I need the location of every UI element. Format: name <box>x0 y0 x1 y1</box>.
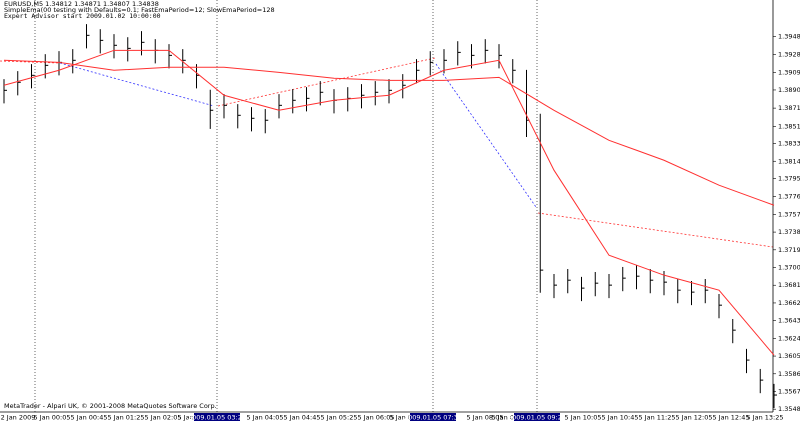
x-tick-label: 5 Jan 10:05 <box>564 414 601 422</box>
x-tick-label: 5 Jan 06:05 <box>357 414 394 422</box>
y-tick-label: 1.38515 <box>778 122 800 130</box>
footer: MetaTrader - Alpari UK, © 2001-2008 Meta… <box>4 402 217 410</box>
x-tick-label: 5 Jan 11:25 <box>638 414 675 422</box>
header-line: Expert Advisor start 2009.01.02 10:00:00 <box>4 12 161 20</box>
y-tick-label: 1.36050 <box>778 352 800 360</box>
y-tick-label: 1.39285 <box>778 51 800 59</box>
y-tick-label: 1.36430 <box>778 317 800 325</box>
x-tick-label: 5 Jan 08:05 <box>466 414 503 422</box>
y-tick-label: 1.36240 <box>778 334 800 342</box>
y-tick-label: 1.36620 <box>778 299 800 307</box>
time-highlight <box>194 413 240 421</box>
y-tick-label: 1.38710 <box>778 104 800 112</box>
x-tick-label: 5 Jan 06:45 <box>389 414 426 422</box>
y-tick-label: 1.38330 <box>778 140 800 148</box>
y-tick-label: 1.38140 <box>778 157 800 165</box>
x-tick-label: 5 Jan 05:25 <box>320 414 357 422</box>
time-highlight <box>410 413 456 421</box>
y-tick-label: 1.38905 <box>778 86 800 94</box>
y-tick-label: 1.37190 <box>778 246 800 254</box>
y-tick-label: 1.37000 <box>778 264 800 272</box>
header-line: SimpleEma(00 testing with Defaults=0.1; … <box>4 6 275 14</box>
x-tick-label: 2 Jan 2009 <box>1 414 36 422</box>
y-tick-label: 1.35860 <box>778 370 800 378</box>
x-tick-label: 5 Jan 04:05 <box>246 414 283 422</box>
y-tick-label: 1.37570 <box>778 210 800 218</box>
y-tick-label: 1.37955 <box>778 175 800 183</box>
y-tick-label: 1.36810 <box>778 281 800 289</box>
y-tick-label: 1.35670 <box>778 387 800 395</box>
y-tick-label: 1.35480 <box>778 405 800 413</box>
y-tick-label: 1.39480 <box>778 32 800 40</box>
time-highlight <box>514 413 560 421</box>
y-tick-label: 1.37760 <box>778 193 800 201</box>
x-tick-label: 2009.01.05 07:30 <box>404 414 462 422</box>
x-tick-label: 5 Jan 04:45 <box>283 414 320 422</box>
x-tick-label: 5 Jan 08:45 <box>491 414 528 422</box>
y-tick-label: 1.39090 <box>778 69 800 77</box>
x-tick-label: 5 Jan 12:45 <box>712 414 749 422</box>
x-tick-label: 5 Jan 12:05 <box>675 414 712 422</box>
x-tick-label: 5 Jan 10:45 <box>601 414 638 422</box>
x-tick-label: 5 Jan 01:25 <box>107 414 144 422</box>
y-tick-label: 1.37380 <box>778 228 800 236</box>
trade-lines <box>0 57 774 248</box>
ema-line <box>3 59 775 206</box>
x-tick-label: 5 Jan 13:25 <box>746 414 783 422</box>
header-line: EURUSD,M5 1.34812 1.34871 1.34807 1.3483… <box>4 0 159 8</box>
x-tick-label: 5 Jan 02:05 <box>144 414 181 422</box>
x-tick-label: 2009.01.05 03:25 <box>188 414 246 422</box>
ema-line <box>3 49 775 356</box>
x-tick-label: 5 Jan 00:45 <box>70 414 107 422</box>
x-tick-label: 5 Jan 00:05 <box>33 414 70 422</box>
x-tick-label: 2009.01.05 09:25 <box>508 414 566 422</box>
